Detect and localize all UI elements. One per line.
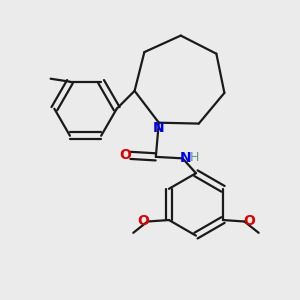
- Text: N: N: [180, 151, 191, 165]
- Text: O: O: [137, 214, 149, 228]
- Text: O: O: [119, 148, 131, 162]
- Text: H: H: [190, 151, 199, 164]
- Text: N: N: [153, 121, 165, 135]
- Text: O: O: [243, 214, 255, 228]
